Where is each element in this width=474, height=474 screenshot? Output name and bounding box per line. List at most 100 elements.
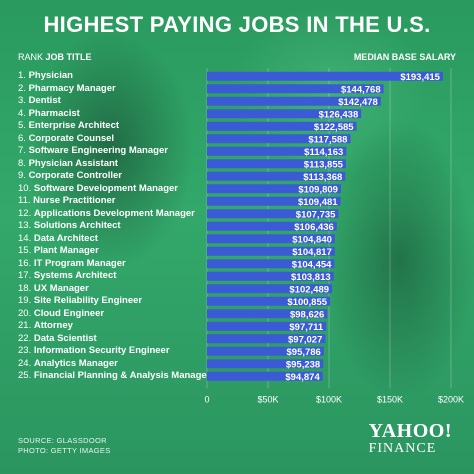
rank-number: 7. [18,145,29,157]
bar-value-label: $97,027 [288,334,322,345]
bar-value-label: $104,454 [292,259,332,270]
bar [207,246,335,256]
rank-number: 14. [18,232,34,244]
job-row-label: 15. Plant Manager [18,246,99,256]
job-title: Systems Architect [33,270,117,282]
job-row-label: 2. Pharmacy Manager [18,82,116,94]
job-title: Analytics Manager [33,357,118,369]
bar [207,146,347,156]
bar-value-label: $114,163 [304,147,343,158]
x-tick-label: $50K [257,395,278,405]
bar-value-label: $104,817 [292,247,332,258]
job-title: Physician [28,70,73,82]
job-title: Site Reliability Engineer [33,295,143,307]
bar-value-label: $109,809 [298,184,338,195]
bar [207,171,346,181]
job-row-label: 18. UX Manager [18,282,89,294]
job-row-label: 10. Software Development Manager [18,182,178,194]
bar-value-label: $95,786 [287,347,321,358]
job-title: Software Engineering Manager [28,145,168,157]
job-title: Plant Manager [33,245,99,257]
job-row-label: 7. Software Engineering Manager [18,146,168,156]
bar [207,309,328,319]
rank-number: 4. [18,107,29,119]
bar-value-label: $103,813 [291,272,331,283]
rank-number: 5. [18,120,29,132]
bar [207,371,323,381]
job-title: Pharmacist [28,107,80,119]
rank-header-label: RANK [18,52,44,62]
bar [207,196,341,206]
job-title: Solutions Architect [33,220,121,232]
rank-number: 13. [18,220,34,232]
bar [207,321,327,331]
bar [207,334,326,344]
job-title: Attorney [33,320,73,332]
bar [207,359,324,369]
rank-job-title-header: RANK JOB TITLE [18,52,92,62]
bar [207,209,339,219]
x-tick-label: $200K [438,395,464,405]
bar-value-label: $113,368 [303,172,342,183]
rank-number: 2. [18,82,29,94]
bar-value-label: $94,874 [285,372,320,383]
job-row-label: 13. Solutions Architect [18,221,121,231]
bar-value-label: $100,855 [287,297,327,308]
job-row-label: 4. Pharmacist [18,107,80,119]
job-title: Enterprise Architect [28,120,120,132]
logo-finance-text: FINANCE [368,441,437,456]
bar [207,134,351,144]
rank-number: 10. [18,182,34,194]
rank-number: 20. [18,307,34,319]
job-row-label: 9. Corporate Controller [18,171,122,181]
bar-value-label: $102,489 [289,284,329,295]
job-title: Data Scientist [33,332,97,344]
job-title: Dentist [28,95,61,107]
job-title: Information Security Engineer [33,345,170,357]
rank-number: 8. [18,157,29,169]
bar [207,259,335,269]
rank-number: 16. [18,257,34,269]
job-title: IT Program Manager [33,257,126,269]
bar-value-label: $117,588 [308,134,347,145]
job-title: Cloud Engineer [33,307,105,319]
rank-number: 18. [18,282,34,294]
job-title: UX Manager [33,282,89,294]
rank-number: 1. [18,70,29,82]
bar [207,71,443,81]
job-row-label: 20. Cloud Engineer [18,307,105,319]
bar-value-label: $144,768 [341,84,381,95]
job-row-label: 11. Nurse Practitioner [18,196,116,206]
job-title: Corporate Controller [28,170,122,182]
job-row-label: 22. Data Scientist [18,332,97,344]
job-row-label: 17. Systems Architect [18,271,116,281]
job-row-label: 24. Analytics Manager [18,357,118,369]
rank-number: 6. [18,132,29,144]
bar-value-label: $142,478 [338,97,378,108]
x-tick-label: $100K [316,395,342,405]
job-title: Corporate Counsel [28,132,115,144]
rank-number: 17. [18,270,34,282]
rank-number: 25. [18,370,34,382]
bar-value-label: $193,415 [400,72,440,83]
job-title: Physician Assistant [28,157,118,169]
job-row-label: 23. Information Security Engineer [18,346,170,356]
logo-yahoo-text: YAHOO! [368,420,452,442]
x-tick-label: $150K [377,395,403,405]
rank-number: 23. [18,345,34,357]
bar-value-label: $95,238 [286,359,320,370]
bar-value-label: $109,481 [298,197,338,208]
bar [207,234,335,244]
bar-value-label: $122,585 [314,122,354,133]
job-title: Nurse Practitioner [33,195,116,207]
rank-number: 9. [18,170,29,182]
job-title-header-label: JOB TITLE [45,52,92,62]
job-title: Financial Planning & Analysis Manager [33,370,211,382]
bar [207,184,341,194]
bar-value-label: $97,711 [289,322,324,333]
bar [207,84,384,94]
bar [207,109,362,119]
job-title: Software Development Manager [33,182,178,194]
x-tick-label: 0 [204,395,209,405]
job-row-label: 1. Physician [18,71,73,81]
